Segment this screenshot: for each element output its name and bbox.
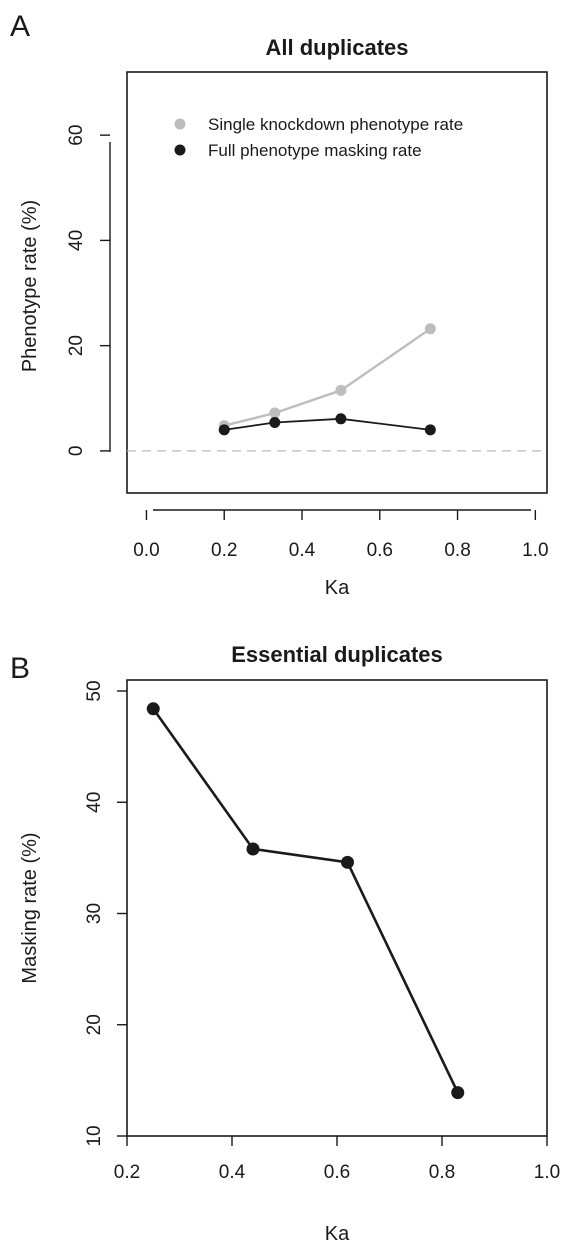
panel-b-plot-frame — [126, 679, 548, 1137]
panel-b: B Essential duplicates 0.2 0.4 0.6 0.8 1.0 1… — [10, 642, 560, 1245]
data-point-full-masking — [335, 413, 347, 425]
series-line-masking-rate — [152, 708, 459, 1094]
panel-a-x-tick-label: 1.0 — [522, 540, 548, 561]
panel-b-y-axis-label: Masking rate (%) — [19, 832, 41, 983]
panel-a-x-tick-label: 0.8 — [444, 540, 470, 561]
panel-a-y-tick-label: 60 — [66, 125, 87, 146]
legend-label-single-knockdown: Single knockdown phenotype rate — [208, 115, 463, 134]
panel-a-x-ticks: 0.0 0.2 0.4 0.6 0.8 1.0 — [133, 510, 549, 561]
panel-b-letter: B — [10, 652, 30, 685]
data-point-full-masking — [424, 424, 436, 436]
data-point-masking-rate — [246, 842, 260, 856]
series-line-single-knockdown — [223, 327, 432, 427]
panel-a-y-axis-label: Phenotype rate (%) — [19, 200, 41, 372]
panel-b-x-tick-label: 0.2 — [114, 1162, 140, 1183]
series-line-full-masking — [224, 417, 431, 431]
panel-a-x-tick-label: 0.2 — [211, 540, 237, 561]
panel-a-y-ticks: 0 20 40 60 — [66, 125, 110, 457]
panel-b-y-tick-label: 30 — [84, 903, 105, 924]
panel-b-y-tick-label: 50 — [84, 680, 105, 701]
panel-b-x-axis-label: Ka — [325, 1223, 350, 1245]
panel-a-x-tick-label: 0.6 — [367, 540, 393, 561]
panel-a-y-tick-label: 0 — [66, 446, 87, 457]
panel-b-title: Essential duplicates — [231, 642, 443, 667]
panel-a-letter: A — [10, 10, 30, 43]
panel-a: A All duplicates 0.0 0.2 0.4 0.6 0.8 1.0 0 20 4… — [10, 10, 549, 599]
panel-b-y-ticks: 10 20 30 40 50 — [84, 680, 127, 1147]
panel-b-y-tick-label: 20 — [84, 1014, 105, 1035]
panel-b-x-tick-label: 0.4 — [219, 1162, 246, 1183]
panel-a-y-tick-label: 40 — [66, 230, 87, 251]
panel-a-y-tick-label: 20 — [66, 335, 87, 356]
panel-b-x-ticks: 0.2 0.4 0.6 0.8 1.0 — [114, 1136, 560, 1183]
data-point-masking-rate — [146, 702, 160, 716]
legend-label-full-masking: Full phenotype masking rate — [208, 141, 422, 160]
legend-marker-single-knockdown — [174, 118, 186, 130]
legend-marker-full-masking — [174, 144, 186, 156]
panel-b-x-tick-label: 0.8 — [429, 1162, 455, 1183]
panel-a-plot-frame — [126, 71, 548, 494]
panel-b-series — [146, 702, 465, 1100]
panel-a-x-tick-label: 0.0 — [133, 540, 159, 561]
panel-b-y-tick-label: 10 — [84, 1125, 105, 1146]
panel-a-x-tick-label: 0.4 — [289, 540, 316, 561]
data-point-single-knockdown — [335, 384, 347, 396]
panel-a-title: All duplicates — [265, 35, 408, 60]
data-point-single-knockdown — [424, 323, 436, 335]
panel-b-x-tick-label: 0.6 — [324, 1162, 350, 1183]
data-point-masking-rate — [451, 1086, 465, 1100]
data-point-masking-rate — [341, 855, 354, 869]
panel-a-legend: Single knockdown phenotype rate Full phe… — [174, 115, 463, 160]
panel-a-x-axis-label: Ka — [325, 577, 350, 599]
panel-a-series — [218, 323, 436, 436]
panel-b-x-tick-label: 1.0 — [534, 1162, 560, 1183]
data-point-single-knockdown — [269, 407, 281, 419]
panel-b-y-tick-label: 40 — [84, 792, 105, 813]
data-point-full-masking — [218, 424, 230, 436]
data-point-full-masking — [269, 416, 281, 428]
